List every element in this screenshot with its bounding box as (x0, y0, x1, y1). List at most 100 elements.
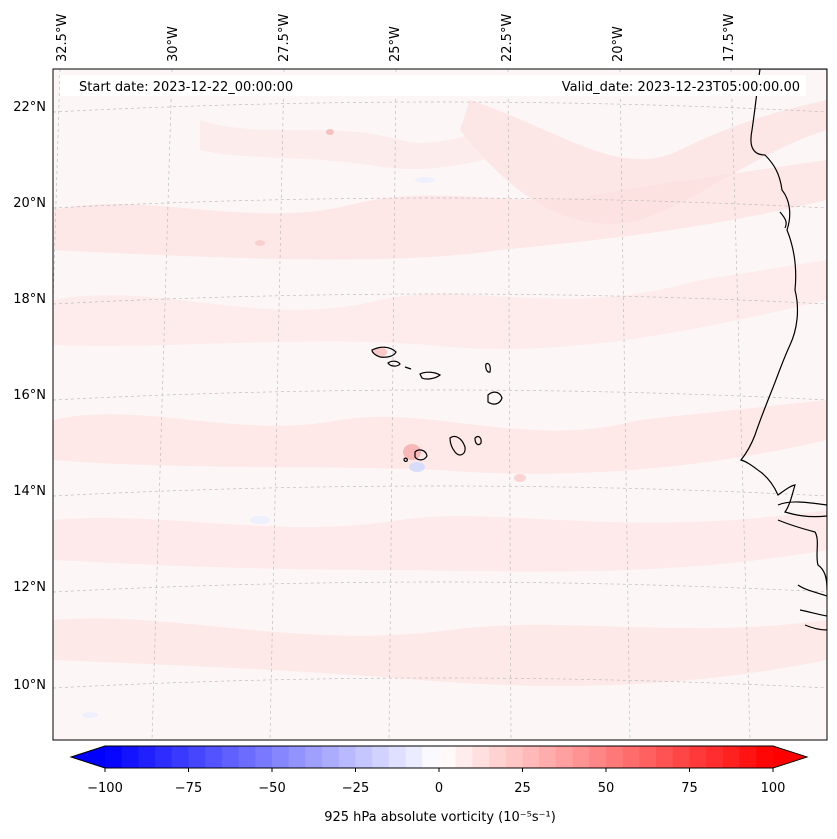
negative-vorticity-spot (415, 177, 435, 183)
colorbar-label: 925 hPa absolute vorticity (10⁻⁵s⁻¹) (324, 810, 556, 825)
colorbar-tick-label: 25 (514, 781, 531, 796)
colorbar-tick-label: 0 (435, 781, 443, 796)
island-santiago (449, 435, 466, 456)
colorbar: −100 −75 −50 −25 0 25 50 75 100 925 hPa … (69, 745, 809, 825)
lat-label: 18°N (13, 292, 46, 307)
negative-vorticity-spot (409, 462, 425, 472)
parallel-22n (53, 101, 827, 113)
map-frame (52, 68, 828, 741)
vorticity-field (53, 100, 827, 718)
guinea-bissau-coast (797, 584, 827, 631)
colorbar-tick-label: 50 (598, 781, 615, 796)
colorbar-cell (472, 746, 490, 768)
parallel-18n (53, 293, 827, 305)
lat-label: 10°N (13, 678, 46, 693)
positive-vorticity-spot (326, 129, 334, 135)
latitude-labels: 22°N 20°N 18°N 16°N 14°N 12°N 10°N (13, 100, 46, 693)
colorbar-cell (455, 746, 473, 768)
parallel-10n (53, 677, 827, 689)
colorbar-cell (505, 746, 524, 768)
colorbar-cell (622, 746, 640, 768)
vorticity-band (53, 260, 827, 349)
lat-label: 14°N (13, 484, 46, 499)
colorbar-ticks: −100 −75 −50 −25 0 25 50 75 100 (87, 768, 785, 796)
vorticity-band (460, 100, 827, 224)
island-fogo (414, 449, 428, 461)
lat-label: 22°N (13, 100, 46, 115)
parallel-14n (53, 485, 827, 497)
island-santa-luzia (404, 366, 412, 370)
meridian-30w (151, 69, 173, 740)
lat-label: 16°N (13, 388, 46, 403)
island-sal (485, 362, 491, 373)
vorticity-band (200, 120, 520, 170)
colorbar-cell (305, 746, 323, 768)
colorbar-cell (606, 746, 624, 768)
lon-label: 30°W (166, 26, 181, 62)
positive-vorticity-spot (255, 240, 265, 246)
colorbar-cell (155, 746, 173, 768)
longitude-labels: 32.5°W 30°W 27.5°W 25°W 22.5°W 20°W 17.5… (55, 14, 737, 62)
island-maio (474, 436, 482, 446)
colorbar-cells (105, 746, 774, 768)
parallel-12n (53, 581, 827, 593)
colorbar-cell (706, 746, 724, 768)
colorbar-cell (322, 746, 340, 768)
lon-label: 32.5°W (55, 14, 70, 62)
africa-coast-south (777, 519, 827, 591)
meridian-22-5w (507, 69, 512, 740)
colorbar-cell (221, 746, 240, 768)
colorbar-cell (656, 746, 674, 768)
colorbar-tick-label: −25 (342, 781, 369, 796)
colorbar-cell (489, 746, 507, 768)
positive-vorticity-spot (514, 474, 526, 482)
meridian-27-5w (269, 69, 285, 740)
colorbar-cell (238, 746, 256, 768)
negative-vorticity-spot (82, 712, 98, 718)
colorbar-cell (439, 746, 457, 768)
colorbar-cell (388, 746, 407, 768)
island-boa-vista (487, 391, 503, 405)
colorbar-cell (255, 746, 273, 768)
vorticity-band (53, 160, 827, 260)
info-bar (60, 75, 806, 96)
parallel-16n (53, 389, 827, 401)
lat-label: 20°N (13, 196, 46, 211)
graticule (53, 69, 827, 740)
meridian-17-5w (730, 69, 751, 740)
vorticity-band (53, 400, 827, 474)
colorbar-cell (539, 746, 557, 768)
colorbar-tick-label: 100 (761, 781, 786, 796)
colorbar-cell (722, 746, 741, 768)
colorbar-cell (288, 746, 306, 768)
colorbar-cell (756, 746, 774, 768)
map-panel: Start date: 2023-12-22_00:00:00 Valid_da… (52, 68, 828, 741)
colorbar-cell (739, 746, 757, 768)
island-santo-antao (371, 346, 397, 358)
colorbar-cell (672, 746, 691, 768)
colorbar-cell (188, 746, 206, 768)
colorbar-tick-label: 75 (681, 781, 698, 796)
positive-vorticity-spot (373, 347, 387, 357)
island-sao-nicolau (419, 371, 442, 380)
colorbar-cell (121, 746, 139, 768)
colorbar-cell (171, 746, 190, 768)
colorbar-cell (138, 746, 156, 768)
positive-vorticity-spot (403, 444, 421, 460)
colorbar-cell (689, 746, 707, 768)
colorbar-tick-label: −75 (175, 781, 202, 796)
valid-date-label: Valid_date: 2023-12-23T05:00:00.00 (562, 80, 800, 95)
africa-coast (739, 69, 827, 518)
island-brava (403, 457, 408, 462)
colorbar-cell (555, 746, 574, 768)
lon-label: 27.5°W (277, 14, 292, 62)
colorbar-cell (205, 746, 223, 768)
gambia-river (777, 501, 827, 506)
vorticity-band (53, 618, 827, 686)
colorbar-extend-high (773, 746, 807, 768)
vorticity-band (53, 510, 827, 572)
colorbar-cell (405, 746, 423, 768)
colorbar-tick-label: −50 (258, 781, 285, 796)
coastlines (371, 69, 827, 631)
